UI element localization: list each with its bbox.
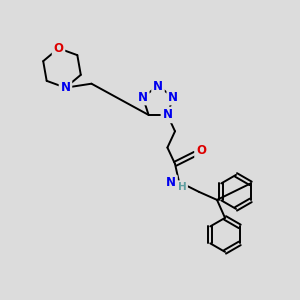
- Text: H: H: [178, 182, 186, 192]
- Text: N: N: [153, 80, 163, 92]
- Text: N: N: [168, 91, 178, 103]
- Text: N: N: [138, 91, 148, 103]
- Text: O: O: [196, 144, 206, 158]
- Text: N: N: [166, 176, 176, 189]
- Text: N: N: [61, 81, 70, 94]
- Text: N: N: [162, 108, 172, 122]
- Text: O: O: [53, 42, 64, 55]
